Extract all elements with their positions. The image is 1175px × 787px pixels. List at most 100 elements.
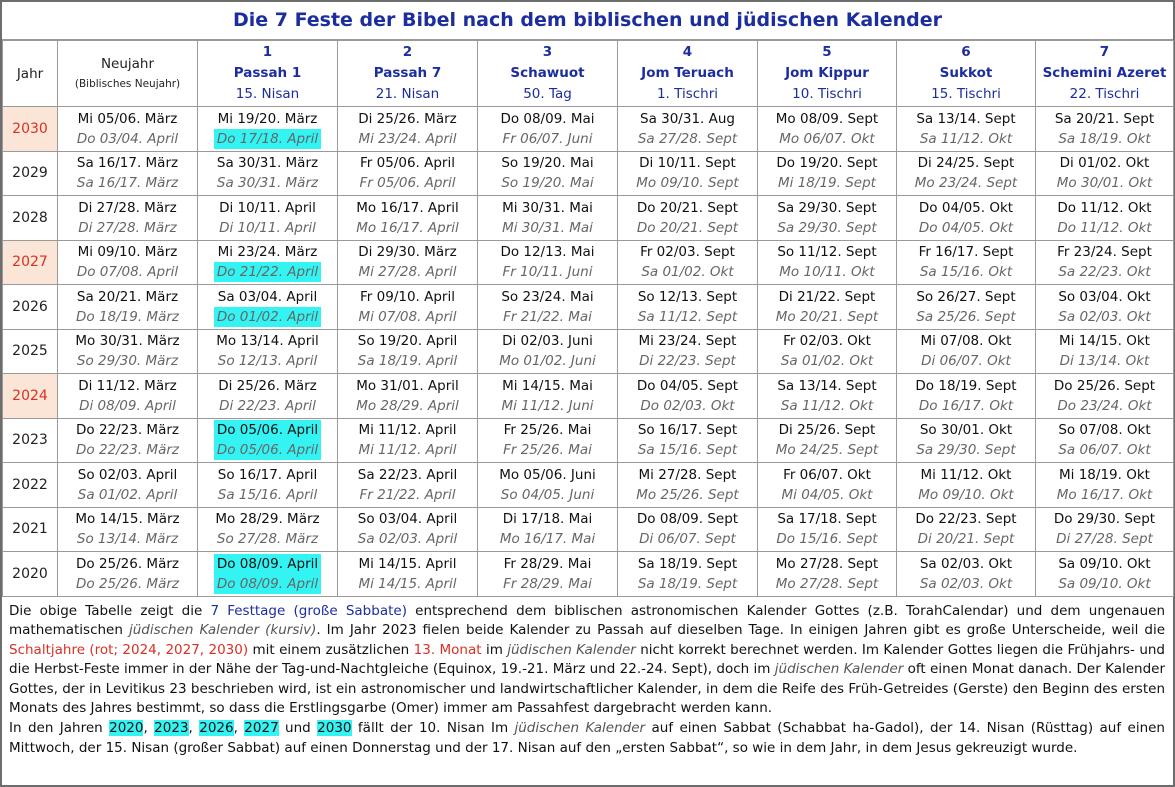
jewish-date: Sa 06/07. Okt bbox=[1058, 442, 1151, 459]
feast-table: Jahr Neujahr (Biblisches Neujahr) 1 Pass… bbox=[2, 40, 1174, 597]
jewish-date: Fr 06/07. Juni bbox=[502, 130, 593, 147]
description-text: 2027 bbox=[244, 720, 279, 737]
biblical-date: Mo 27/28. Sept bbox=[775, 555, 879, 572]
jewish-date: Mo 25/26. Sept bbox=[636, 486, 739, 503]
jewish-date: Mo 09/10. Sept bbox=[636, 175, 739, 192]
description-text: In den Jahren bbox=[9, 720, 110, 737]
jewish-date: Do 01/02. April bbox=[213, 306, 322, 327]
year-cell: 2020 bbox=[2, 551, 58, 597]
jewish-date: Sa 15/16. Sept bbox=[637, 442, 738, 459]
jewish-date: Mo 23/24. Sept bbox=[914, 175, 1018, 192]
jewish-date: Mo 16/17. Okt bbox=[1056, 486, 1153, 503]
feast-number: 2 bbox=[402, 44, 413, 60]
feast-name: Jom Kippur bbox=[785, 65, 869, 81]
biblical-date: Sa 17/18. Sept bbox=[777, 511, 877, 528]
description-text: 7 Festtage (große Sabbate) bbox=[210, 602, 407, 619]
biblical-date: Do 11/12. Okt bbox=[1057, 199, 1152, 216]
biblical-date: Di 25/26. März bbox=[218, 377, 317, 394]
jewish-date: Di 20/21. Sept bbox=[917, 531, 1015, 548]
feast-cell: Mo 13/14. April So 12/13. April bbox=[197, 328, 338, 374]
newyear-cell: Sa 20/21. März Do 18/19. März bbox=[57, 284, 198, 330]
feast-cell: So 19/20. April Sa 18/19. April bbox=[337, 328, 478, 374]
biblical-date: So 12/13. Sept bbox=[637, 288, 738, 305]
biblical-date: Sa 03/04. April bbox=[217, 288, 318, 305]
biblical-date: Do 18/19. Sept bbox=[915, 377, 1017, 394]
jewish-date: Mo 06/07. Okt bbox=[779, 130, 875, 147]
newyear-cell: Do 25/26. März Do 25/26. März bbox=[57, 551, 198, 597]
biblical-date: So 26/27. Sept bbox=[916, 288, 1016, 305]
biblical-date: So 07/08. Okt bbox=[1058, 422, 1151, 439]
jewish-date: So 27/28. März bbox=[216, 531, 319, 548]
feast-name: Passah 7 bbox=[373, 65, 442, 81]
feast-cell: Fr 02/03. Sept Sa 01/02. Okt bbox=[617, 239, 758, 285]
feast-cell: Di 25/26. Sept Mo 24/25. Sept bbox=[757, 417, 897, 463]
jewish-date: Sa 16/17. März bbox=[76, 175, 179, 192]
jewish-date: Mi 14/15. April bbox=[358, 575, 457, 592]
feast-cell: Mo 28/29. März So 27/28. März bbox=[197, 506, 338, 552]
jewish-date: Sa 15/16. April bbox=[217, 486, 318, 503]
jewish-date: Do 22/23. März bbox=[76, 442, 179, 459]
jewish-date: Mo 30/01. Okt bbox=[1056, 175, 1153, 192]
feast-number: 5 bbox=[822, 44, 832, 60]
biblical-date: So 16/17. Sept bbox=[637, 422, 738, 439]
feast-cell: Sa 29/30. Sept Sa 29/30. Sept bbox=[757, 195, 897, 241]
year-cell: 2025 bbox=[2, 328, 58, 374]
feast-cell: Fr 02/03. Okt Sa 01/02. Okt bbox=[757, 328, 897, 374]
table-row: 2024 Di 11/12. März Di 08/09. April Di 25/2… bbox=[2, 373, 1174, 419]
biblical-date: Do 29/30. Sept bbox=[1053, 511, 1156, 528]
feast-name: Schawuot bbox=[510, 65, 585, 81]
feast-cell: Mi 27/28. Sept Mo 25/26. Sept bbox=[617, 462, 758, 508]
biblical-date: Sa 30/31. März bbox=[216, 155, 319, 172]
description-text: auf einen Sabbat (Schabbat ha-Gadol), de… bbox=[9, 720, 1165, 756]
description-text: 13. Monat bbox=[413, 641, 482, 658]
biblical-date: Fr 23/24. Sept bbox=[1057, 244, 1152, 261]
description-text: Schaltjahre (rot; 2024, 2027, 2030) bbox=[9, 641, 249, 658]
jewish-date: Di 13/14. Okt bbox=[1059, 353, 1150, 370]
biblical-date: Di 17/18. Mai bbox=[502, 511, 593, 528]
biblical-date: Di 11/12. März bbox=[78, 377, 177, 394]
biblical-date: So 16/17. April bbox=[217, 466, 318, 483]
feast-cell: Mo 31/01. April Mo 28/29. April bbox=[337, 373, 478, 419]
biblical-date: So 11/12. Sept bbox=[777, 244, 877, 261]
biblical-date: So 30/01. Okt bbox=[919, 422, 1013, 439]
biblical-date: Mi 18/19. Okt bbox=[1059, 466, 1150, 483]
biblical-date: Fr 02/03. Sept bbox=[640, 244, 735, 261]
jewish-date: Mo 01/02. Juni bbox=[499, 353, 596, 370]
jewish-date: Sa 11/12. Okt bbox=[919, 130, 1013, 147]
feast-date: 10. Tischri bbox=[792, 86, 862, 102]
feast-cell: Do 11/12. Okt Do 11/12. Okt bbox=[1035, 195, 1174, 241]
jewish-date: Sa 25/26. Sept bbox=[916, 308, 1016, 325]
feast-date: 15. Nisan bbox=[235, 86, 300, 102]
biblical-date: Do 08/09. April bbox=[213, 553, 322, 574]
biblical-date: Sa 30/31. Aug bbox=[640, 110, 735, 127]
jewish-date: Di 10/11. April bbox=[219, 219, 316, 236]
description-text: jüdischen Kalender bbox=[514, 720, 646, 737]
feast-cell: Fr 16/17. Sept Sa 15/16. Okt bbox=[896, 239, 1036, 285]
jewish-date: So 04/05. Juni bbox=[500, 486, 595, 503]
page-title: Die 7 Feste der Bibel nach dem biblische… bbox=[2, 2, 1173, 40]
jewish-date: Mi 30/31. Mai bbox=[502, 219, 593, 236]
jewish-date: Di 22/23. Sept bbox=[639, 353, 736, 370]
jewish-date: Mo 09/10. Okt bbox=[918, 486, 1014, 503]
feast-number: 3 bbox=[542, 44, 553, 60]
biblical-date: Do 04/05. Sept bbox=[636, 377, 739, 394]
feast-cell: Di 02/03. Juni Mo 01/02. Juni bbox=[477, 328, 618, 374]
description-text: , bbox=[143, 720, 155, 737]
biblical-date: Sa 16/17. März bbox=[76, 155, 179, 172]
biblical-date: Mo 13/14. April bbox=[216, 333, 319, 350]
header-newyear: Neujahr (Biblisches Neujahr) bbox=[57, 40, 198, 107]
feast-cell: Sa 20/21. Sept Sa 18/19. Okt bbox=[1035, 106, 1174, 152]
jewish-date: Sa 11/12. Okt bbox=[780, 397, 874, 414]
biblical-date: Di 21/22. Sept bbox=[778, 288, 876, 305]
biblical-date: Do 25/26. März bbox=[76, 555, 179, 572]
feast-cell: So 26/27. Sept Sa 25/26. Sept bbox=[896, 284, 1036, 330]
jewish-date: Sa 02/03. Okt bbox=[1058, 308, 1151, 325]
feast-cell: So 19/20. Mai So 19/20. Mai bbox=[477, 150, 618, 196]
description-text: 2030 bbox=[317, 720, 352, 737]
feast-cell: Mo 16/17. April Mo 16/17. April bbox=[337, 195, 478, 241]
table-row: 2025 Mo 30/31. März So 29/30. März Mo 13/14… bbox=[2, 328, 1174, 374]
description-text: 2023 bbox=[154, 720, 189, 737]
feast-cell: Mi 23/24. März Do 21/22. April bbox=[197, 239, 338, 285]
jewish-date: So 12/13. April bbox=[217, 353, 318, 370]
